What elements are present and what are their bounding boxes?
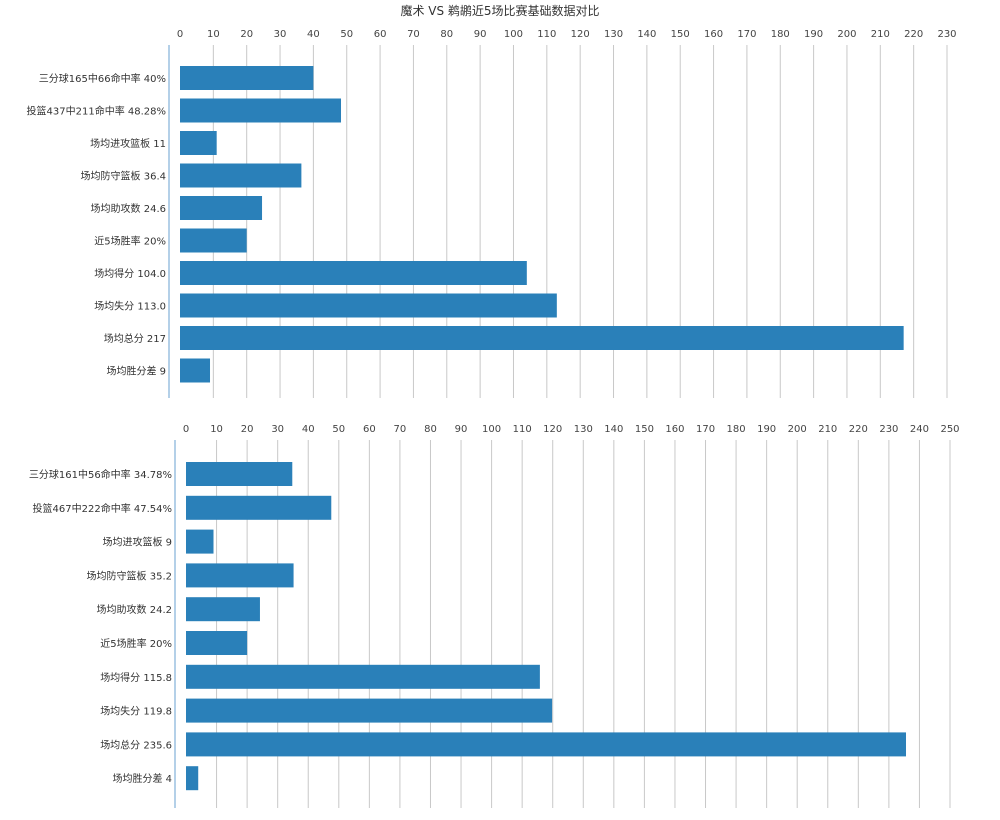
category-label: 场均防守篮板 36.4 xyxy=(81,170,166,183)
bar xyxy=(186,631,248,655)
x-tick-label: 120 xyxy=(571,29,590,40)
bar xyxy=(186,462,293,486)
category-label: 场均助攻数 24.2 xyxy=(97,603,172,616)
x-tick-label: 150 xyxy=(635,424,654,435)
category-label: 场均得分 104.0 xyxy=(94,267,166,280)
bar xyxy=(180,196,263,220)
x-tick-label: 60 xyxy=(363,424,376,435)
category-label: 场均失分 113.0 xyxy=(94,300,166,313)
bar xyxy=(186,597,260,622)
category-label: 场均助攻数 24.6 xyxy=(91,202,166,215)
x-tick-label: 170 xyxy=(696,424,715,435)
x-tick-label: 50 xyxy=(340,29,353,40)
x-tick-label: 220 xyxy=(904,29,923,40)
bar xyxy=(186,698,553,723)
bar xyxy=(186,766,199,791)
x-tick-label: 80 xyxy=(440,29,453,40)
category-label: 场均进攻篮板 9 xyxy=(102,536,172,549)
x-tick-label: 140 xyxy=(604,424,623,435)
x-tick-label: 120 xyxy=(543,424,562,435)
bar xyxy=(186,664,540,689)
x-tick-label: 220 xyxy=(849,424,868,435)
chart-1: 0 10 20 30 40 50 60 70 80 90 100 110 120 130 140 150 160… xyxy=(27,29,957,398)
x-tick-label: 100 xyxy=(504,29,523,40)
x-tick-label: 240 xyxy=(910,424,929,435)
category-label: 近5场胜率 20% xyxy=(100,637,172,650)
bar xyxy=(180,98,342,123)
x-tick-label: 40 xyxy=(307,29,320,40)
chart-title: 魔术 VS 鹈鹕近5场比赛基础数据对比 xyxy=(400,4,600,18)
x-tick-label: 70 xyxy=(407,29,420,40)
x-tick-label: 0 xyxy=(177,29,183,40)
x-tick-label: 30 xyxy=(274,29,287,40)
x-tick-label: 20 xyxy=(240,29,253,40)
category-label: 三分球165中66命中率 40% xyxy=(39,72,166,85)
x-tick-label: 0 xyxy=(183,424,189,435)
x-tick-label: 100 xyxy=(482,424,501,435)
category-label: 场均总分 235.6 xyxy=(100,738,172,751)
x-tick-label: 160 xyxy=(665,424,684,435)
bar xyxy=(180,326,904,350)
x-tick-label: 130 xyxy=(604,29,623,40)
x-tick-label: 10 xyxy=(210,424,223,435)
category-label: 场均总分 217 xyxy=(104,332,166,345)
x-tick-label: 250 xyxy=(940,424,959,435)
x-tick-label: 60 xyxy=(374,29,387,40)
bar xyxy=(180,358,211,383)
bar xyxy=(186,495,332,520)
x-tick-label: 210 xyxy=(818,424,837,435)
category-label: 投篮467中222命中率 47.54% xyxy=(33,502,172,515)
x-tick-label: 10 xyxy=(207,29,220,40)
category-label: 场均胜分差 4 xyxy=(112,772,172,785)
x-tick-label: 80 xyxy=(424,424,437,435)
x-tick-label: 210 xyxy=(871,29,890,40)
x-tick-label: 150 xyxy=(671,29,690,40)
x-tick-label: 200 xyxy=(837,29,856,40)
x-tick-label: 50 xyxy=(332,424,345,435)
x-tick-label: 90 xyxy=(455,424,468,435)
x-tick-label: 110 xyxy=(513,424,532,435)
bar xyxy=(186,732,906,757)
x-tick-label: 230 xyxy=(937,29,956,40)
x-tick-label: 180 xyxy=(727,424,746,435)
category-label: 场均失分 119.8 xyxy=(100,705,172,718)
x-tick-label: 190 xyxy=(804,29,823,40)
x-tick-label: 170 xyxy=(737,29,756,40)
category-label: 场均进攻篮板 11 xyxy=(90,137,166,150)
category-label: 场均防守篮板 35.2 xyxy=(87,569,172,582)
x-tick-label: 200 xyxy=(788,424,807,435)
bar xyxy=(180,228,247,253)
x-tick-label: 180 xyxy=(771,29,790,40)
bar xyxy=(180,293,557,318)
chart-2: 0 10 20 30 40 50 60 70 80 90 100 110 120 130 140 150 160… xyxy=(29,424,960,808)
bar xyxy=(180,261,527,285)
bar xyxy=(180,66,314,90)
category-label: 场均得分 115.8 xyxy=(100,671,172,684)
category-label: 场均胜分差 9 xyxy=(106,365,166,378)
x-tick-label: 140 xyxy=(637,29,656,40)
bar xyxy=(180,163,302,188)
x-tick-label: 130 xyxy=(574,424,593,435)
x-tick-label: 30 xyxy=(271,424,284,435)
x-tick-label: 230 xyxy=(879,424,898,435)
x-tick-label: 20 xyxy=(241,424,254,435)
category-label: 三分球161中56命中率 34.78% xyxy=(29,468,172,481)
bar xyxy=(180,131,217,155)
x-tick-label: 160 xyxy=(704,29,723,40)
x-tick-label: 90 xyxy=(474,29,487,40)
x-tick-label: 70 xyxy=(394,424,407,435)
x-tick-label: 40 xyxy=(302,424,315,435)
x-tick-label: 110 xyxy=(537,29,556,40)
category-label: 近5场胜率 20% xyxy=(94,235,166,248)
category-label: 投篮437中211命中率 48.28% xyxy=(27,105,166,118)
x-tick-label: 190 xyxy=(757,424,776,435)
bar xyxy=(186,529,214,554)
bar xyxy=(186,563,294,588)
